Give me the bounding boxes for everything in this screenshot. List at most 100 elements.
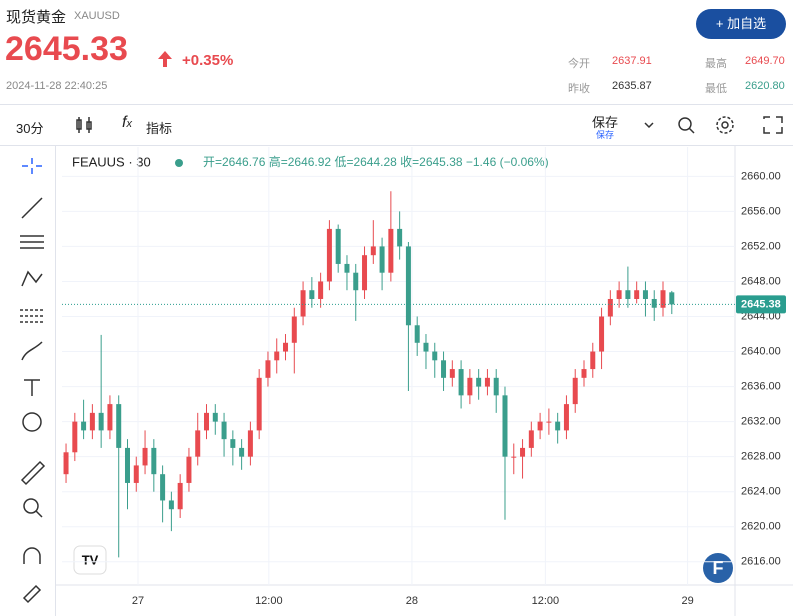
- candle-body: [502, 395, 508, 457]
- dropdown-icon[interactable]: [644, 122, 654, 129]
- candle-body: [256, 377, 262, 431]
- alert-icon[interactable]: [678, 117, 692, 131]
- candle-body: [484, 377, 490, 387]
- x-tick-label: 28: [406, 595, 418, 607]
- asset-symbol: XAUUSD: [74, 10, 120, 22]
- candle-body: [449, 369, 455, 378]
- candle-body: [116, 404, 122, 448]
- candle-type-button[interactable]: [74, 115, 94, 135]
- y-tick-label: 2616.00: [741, 556, 781, 568]
- lock-tool[interactable]: [22, 584, 42, 604]
- candle-body: [186, 456, 192, 483]
- up-arrow: [158, 51, 172, 67]
- candle-body: [563, 404, 569, 431]
- candle-body: [467, 377, 473, 396]
- candle-body: [212, 412, 218, 422]
- timestamp: 2024-11-28 22:40:25: [6, 80, 108, 92]
- candle-body: [221, 421, 227, 440]
- candle-body: [335, 228, 341, 264]
- stat-label: 今开: [568, 58, 590, 70]
- save-button[interactable]: 保存: [592, 115, 619, 130]
- change: +0.35%: [182, 52, 234, 69]
- candle-body: [634, 290, 640, 299]
- candle-body: [528, 430, 534, 448]
- candle-body: [581, 369, 587, 378]
- stat-value: 2635.87: [612, 80, 652, 92]
- y-tick-label: 2656.00: [741, 205, 781, 217]
- emoji-tool[interactable]: [22, 412, 42, 432]
- sidebar-divider: [55, 146, 56, 616]
- candle-body: [397, 228, 403, 247]
- fx-icon: fx: [122, 114, 132, 131]
- candle-body: [326, 228, 332, 282]
- y-tick-label: 2628.00: [741, 451, 781, 463]
- brush-tool[interactable]: [21, 341, 43, 361]
- candle-body: [362, 255, 368, 291]
- candle-body: [616, 290, 622, 299]
- candle-body: [607, 298, 613, 317]
- candle-body: [625, 290, 631, 299]
- projection-tool[interactable]: [20, 309, 44, 323]
- y-tick-label: 2620.00: [741, 521, 781, 533]
- candle-body: [81, 421, 87, 431]
- stat-value: 2620.80: [745, 80, 785, 92]
- indicators-button[interactable]: 指标: [146, 121, 173, 136]
- stat-value: 2649.70: [745, 55, 785, 67]
- candle-body: [388, 228, 394, 273]
- x-tick-label: 29: [681, 595, 693, 607]
- text-tool[interactable]: [24, 379, 40, 396]
- candle-body: [520, 447, 526, 457]
- x-tick-label: 12:00: [532, 595, 560, 607]
- interval-button[interactable]: 30分: [16, 121, 44, 136]
- settings-icon[interactable]: [721, 121, 729, 129]
- pattern-tool[interactable]: [21, 270, 43, 287]
- x-tick-label: 27: [132, 595, 144, 607]
- candle-body: [107, 404, 113, 431]
- candle-body: [89, 412, 95, 431]
- asset-name: 现货黄金: [6, 9, 67, 26]
- candle-body: [177, 482, 183, 510]
- candle-body: [441, 360, 447, 378]
- candle-body: [642, 290, 648, 299]
- line-tool[interactable]: [21, 197, 43, 219]
- ruler-tool[interactable]: [20, 460, 46, 486]
- price: 2645.33: [5, 30, 128, 68]
- candle-body: [318, 281, 324, 299]
- x-tick-label: 12:00: [255, 595, 283, 607]
- divider: [0, 104, 793, 105]
- fib-tool[interactable]: [20, 235, 44, 249]
- candle-body: [493, 377, 499, 396]
- zoom-tool[interactable]: [23, 498, 39, 514]
- f-logo: F: [703, 553, 733, 583]
- candle-body: [414, 325, 420, 343]
- crosshair-tool[interactable]: [22, 158, 42, 174]
- candle-body: [660, 290, 666, 308]
- candle-body: [423, 342, 429, 352]
- candle-body: [142, 447, 148, 466]
- candle-body: [599, 316, 605, 352]
- candle-body: [344, 263, 350, 273]
- candle-body: [590, 351, 596, 370]
- magnet-tool[interactable]: [23, 547, 41, 564]
- candle-body: [651, 298, 657, 308]
- candle-body: [247, 430, 253, 457]
- fullscreen-icon[interactable]: [763, 116, 783, 134]
- stat-value: 2637.91: [612, 55, 652, 67]
- divider: [0, 145, 793, 146]
- candle-body: [72, 421, 78, 453]
- candle-body: [133, 465, 139, 483]
- candle-body: [405, 246, 411, 326]
- candle-body: [511, 456, 517, 458]
- y-tick-label: 2648.00: [741, 275, 781, 287]
- candle-body: [476, 377, 482, 387]
- drawing-tools: [20, 158, 46, 604]
- candle-body: [239, 447, 245, 457]
- candle-body: [669, 292, 675, 305]
- candle-body: [274, 351, 280, 361]
- candle-body: [370, 246, 376, 256]
- watchlist-button[interactable]: + 加自选: [696, 9, 786, 39]
- candle-body: [572, 377, 578, 405]
- candle-body: [168, 500, 174, 510]
- candle-body: [151, 447, 157, 475]
